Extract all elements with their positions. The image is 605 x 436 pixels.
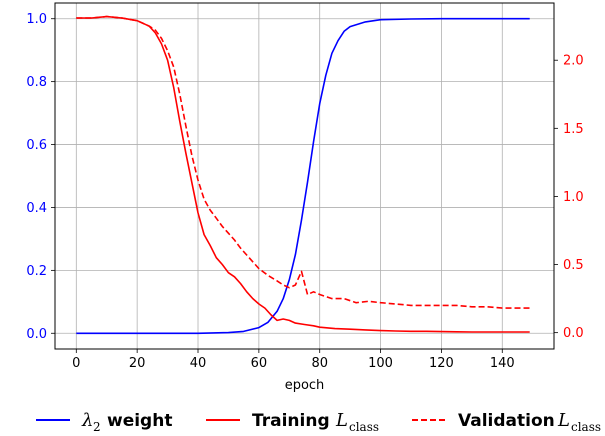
left-tick-label: 1.0	[26, 12, 47, 27]
x-tick-label: 60	[251, 356, 268, 371]
left-tick-label: 0.2	[26, 264, 47, 279]
x-axis-label: epoch	[285, 378, 325, 393]
legend-math: L	[335, 410, 348, 431]
x-tick-label: 20	[129, 356, 146, 371]
legend-subscript: class	[349, 420, 379, 434]
left-tick-label: 0.0	[26, 327, 47, 342]
right-tick-label: 0.5	[563, 258, 584, 273]
x-tick-label: 100	[368, 356, 393, 371]
axis-ticks: 0 20 40 60 80 100 120 140 0.0 0.2 0.4 0.6 0.8 1.0 0.0 0…	[26, 12, 583, 371]
x-tick-label: 120	[429, 356, 454, 371]
legend-math: L	[557, 410, 570, 431]
x-tick-label: 140	[490, 356, 515, 371]
legend-label: Validation	[458, 411, 555, 431]
x-tick-label: 80	[311, 356, 328, 371]
legend-label: Training	[252, 411, 330, 431]
right-tick-label: 0.0	[563, 326, 584, 341]
left-tick-label: 0.8	[26, 75, 47, 90]
left-tick-label: 0.4	[26, 201, 47, 216]
series-line-training	[76, 15, 530, 333]
grid	[55, 3, 554, 349]
series-line-weight	[76, 17, 530, 335]
plot-frame	[54, 2, 555, 350]
left-tick-label: 0.6	[26, 138, 47, 153]
x-tick-label: 40	[190, 356, 207, 371]
x-tick-label: 0	[72, 356, 80, 371]
series-group	[76, 15, 530, 335]
right-tick-label: 2.0	[563, 54, 584, 69]
legend-subscript: class	[571, 420, 601, 434]
right-tick-label: 1.0	[563, 190, 584, 205]
legend-item: λ 2 weight	[36, 410, 172, 434]
series-line-validation	[76, 15, 530, 309]
legend-label: weight	[107, 411, 172, 431]
right-tick-label: 1.5	[563, 122, 584, 137]
legend-subscript: 2	[93, 420, 101, 434]
legend-math: λ	[81, 410, 93, 431]
